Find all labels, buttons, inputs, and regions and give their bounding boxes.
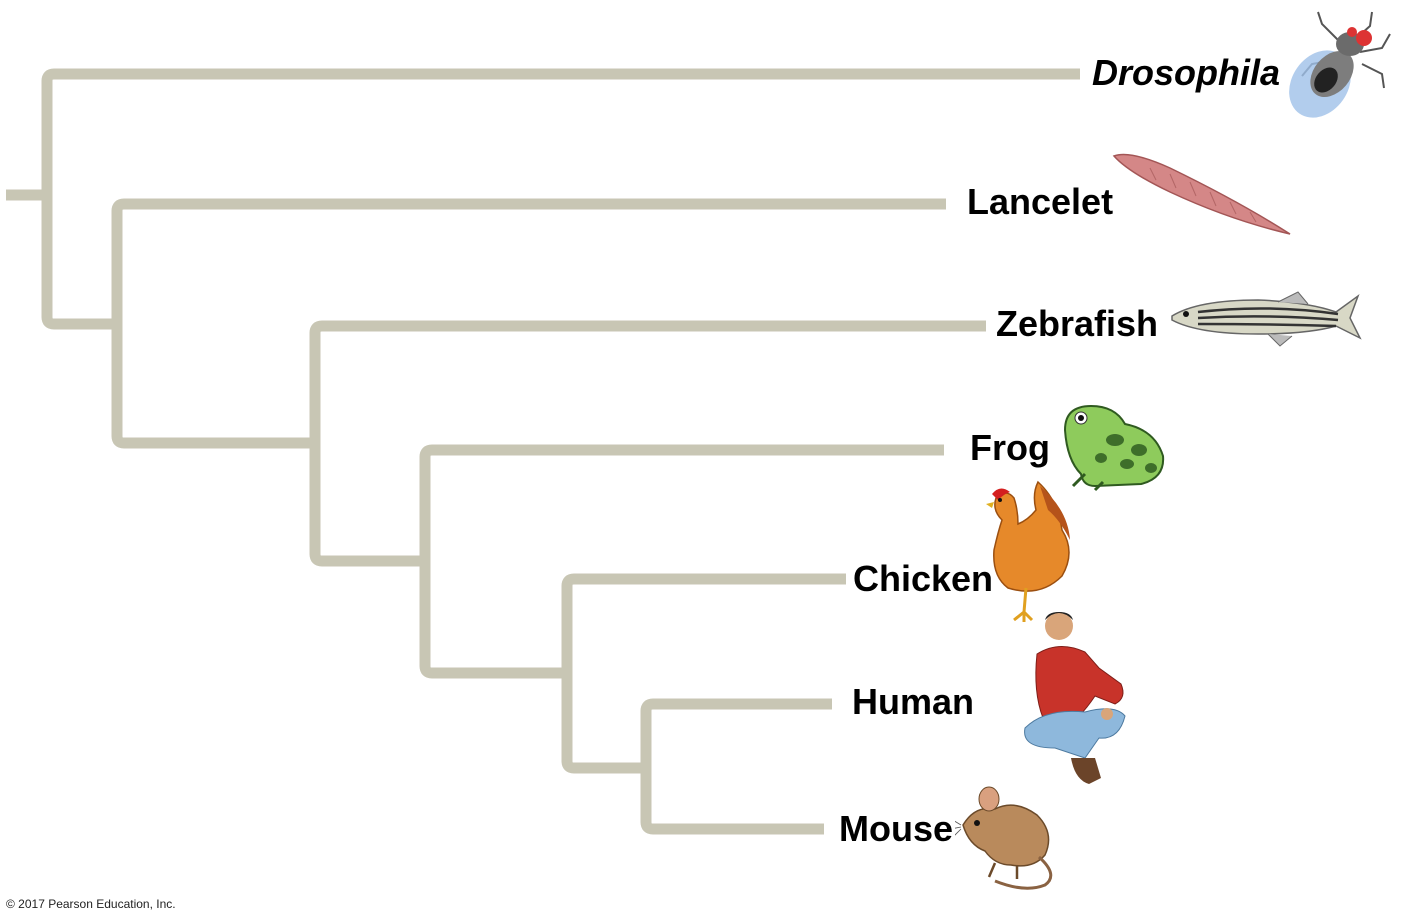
taxon-label-drosophila: Drosophila [1092, 52, 1281, 93]
branch-zebrafish [309, 320, 986, 567]
branch-drosophila [41, 68, 1080, 330]
human-icon [1024, 612, 1126, 784]
taxon-label-mouse: Mouse [839, 808, 954, 849]
frog-icon [1063, 404, 1165, 492]
branch-chicken [561, 573, 846, 774]
taxon-label-frog: Frog [970, 427, 1050, 468]
fruit-fly-icon [1289, 11, 1391, 118]
lancelet-icon [1112, 153, 1291, 235]
zebrafish-icon [1171, 291, 1362, 347]
branch-human [640, 698, 832, 835]
taxon-label-human: Human [852, 681, 975, 722]
branch-lancelet [111, 198, 946, 449]
taxon-label-chicken: Chicken [853, 558, 994, 599]
branch-frog [419, 444, 944, 679]
chicken-icon [986, 480, 1070, 622]
taxon-label-lancelet: Lancelet [967, 181, 1114, 222]
taxon-label-zebrafish: Zebrafish [996, 303, 1159, 344]
mouse-icon [955, 786, 1053, 890]
copyright-notice: © 2017 Pearson Education, Inc. [6, 897, 176, 911]
